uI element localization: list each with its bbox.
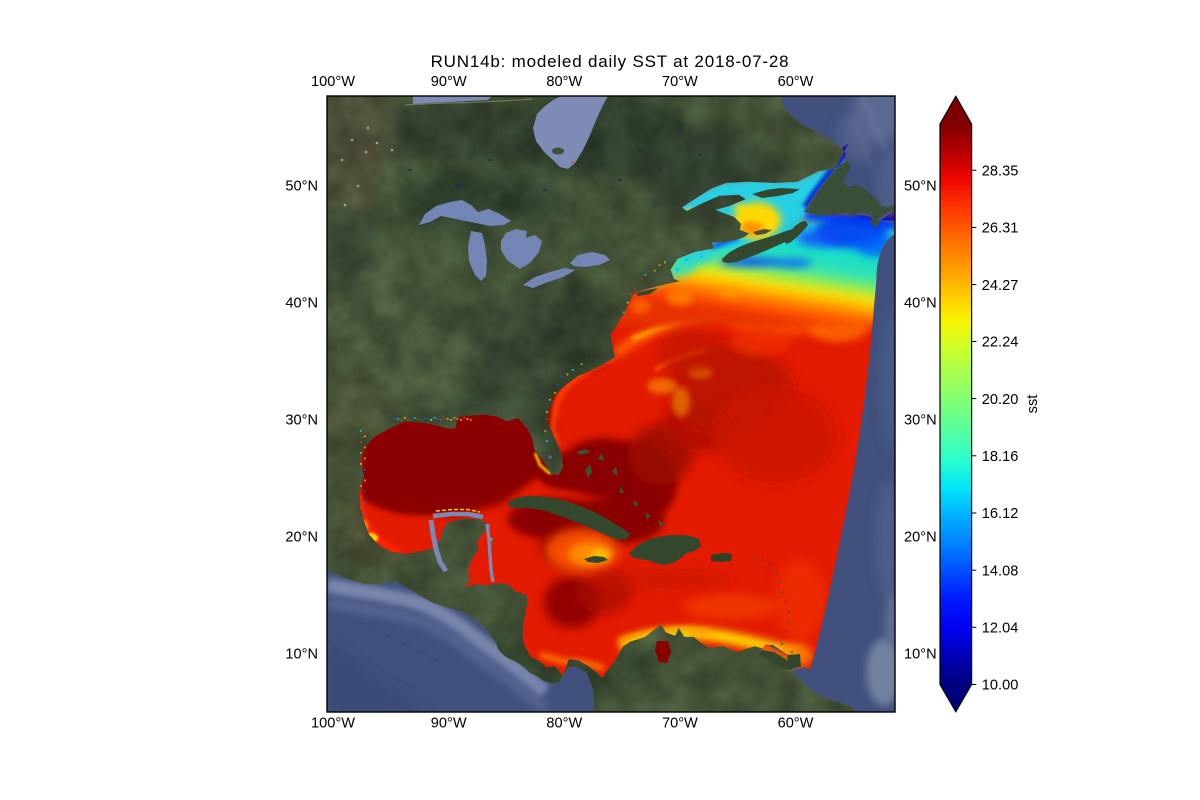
svg-text:10°N: 10°N <box>904 647 937 663</box>
svg-text:100°W: 100°W <box>311 716 355 732</box>
svg-text:10.00: 10.00 <box>982 678 1019 694</box>
svg-text:70°W: 70°W <box>662 716 698 732</box>
svg-text:80°W: 80°W <box>546 74 582 90</box>
svg-text:70°W: 70°W <box>662 74 698 90</box>
svg-text:18.16: 18.16 <box>982 449 1019 465</box>
svg-text:RUN14b: modeled daily SST at 2: RUN14b: modeled daily SST at 2018-07-28 <box>431 52 790 71</box>
svg-text:12.04: 12.04 <box>982 621 1019 637</box>
svg-text:20°N: 20°N <box>285 530 318 546</box>
svg-text:28.35: 28.35 <box>982 163 1019 179</box>
svg-text:14.08: 14.08 <box>982 563 1019 579</box>
svg-text:40°N: 40°N <box>904 296 937 312</box>
svg-text:100°W: 100°W <box>311 74 355 90</box>
svg-text:16.12: 16.12 <box>982 506 1019 522</box>
svg-text:24.27: 24.27 <box>982 278 1019 294</box>
svg-text:60°W: 60°W <box>778 74 814 90</box>
svg-text:20.20: 20.20 <box>982 392 1019 408</box>
svg-text:80°W: 80°W <box>546 716 582 732</box>
svg-text:50°N: 50°N <box>285 179 318 195</box>
svg-text:10°N: 10°N <box>285 647 318 663</box>
svg-text:40°N: 40°N <box>285 296 318 312</box>
svg-text:20°N: 20°N <box>904 530 937 546</box>
svg-text:22.24: 22.24 <box>982 335 1019 351</box>
svg-text:50°N: 50°N <box>904 179 937 195</box>
svg-text:90°W: 90°W <box>431 716 467 732</box>
svg-text:30°N: 30°N <box>904 413 937 429</box>
svg-text:sst: sst <box>1025 395 1041 414</box>
svg-text:30°N: 30°N <box>285 413 318 429</box>
svg-text:60°W: 60°W <box>778 716 814 732</box>
svg-text:90°W: 90°W <box>431 74 467 90</box>
svg-text:26.31: 26.31 <box>982 221 1019 237</box>
